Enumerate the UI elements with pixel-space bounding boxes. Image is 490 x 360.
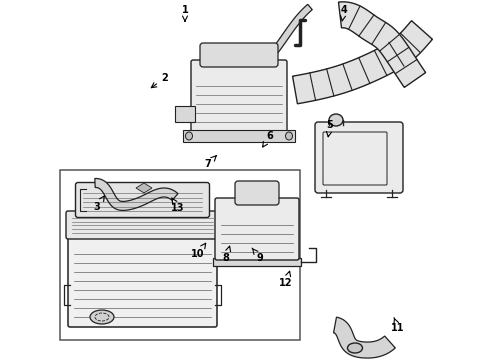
Polygon shape <box>334 317 395 358</box>
FancyBboxPatch shape <box>75 183 210 217</box>
Ellipse shape <box>347 343 363 353</box>
Text: 5: 5 <box>326 120 333 137</box>
Text: 6: 6 <box>263 131 273 147</box>
Text: 9: 9 <box>252 248 264 263</box>
FancyBboxPatch shape <box>191 60 287 134</box>
FancyBboxPatch shape <box>66 211 219 239</box>
Text: 3: 3 <box>94 196 104 212</box>
Polygon shape <box>136 183 152 193</box>
FancyBboxPatch shape <box>315 122 403 193</box>
Text: 11: 11 <box>391 318 405 333</box>
Polygon shape <box>339 2 426 87</box>
Text: 1: 1 <box>182 5 188 21</box>
Ellipse shape <box>90 310 114 324</box>
Polygon shape <box>268 4 312 59</box>
FancyBboxPatch shape <box>68 233 217 327</box>
Ellipse shape <box>186 132 193 140</box>
Polygon shape <box>95 179 178 211</box>
Text: 13: 13 <box>171 198 185 213</box>
Ellipse shape <box>329 114 343 126</box>
Text: 2: 2 <box>151 73 169 88</box>
FancyBboxPatch shape <box>213 258 301 266</box>
FancyBboxPatch shape <box>235 181 279 205</box>
FancyBboxPatch shape <box>200 43 278 67</box>
Text: 12: 12 <box>279 271 293 288</box>
Polygon shape <box>293 21 433 104</box>
Text: 10: 10 <box>191 243 206 259</box>
Bar <box>183 130 295 142</box>
Text: 8: 8 <box>222 246 231 263</box>
Ellipse shape <box>286 132 293 140</box>
Text: 7: 7 <box>205 156 217 169</box>
Bar <box>175 106 195 122</box>
Text: 4: 4 <box>341 5 347 21</box>
FancyBboxPatch shape <box>215 198 299 260</box>
Bar <box>60 170 300 340</box>
